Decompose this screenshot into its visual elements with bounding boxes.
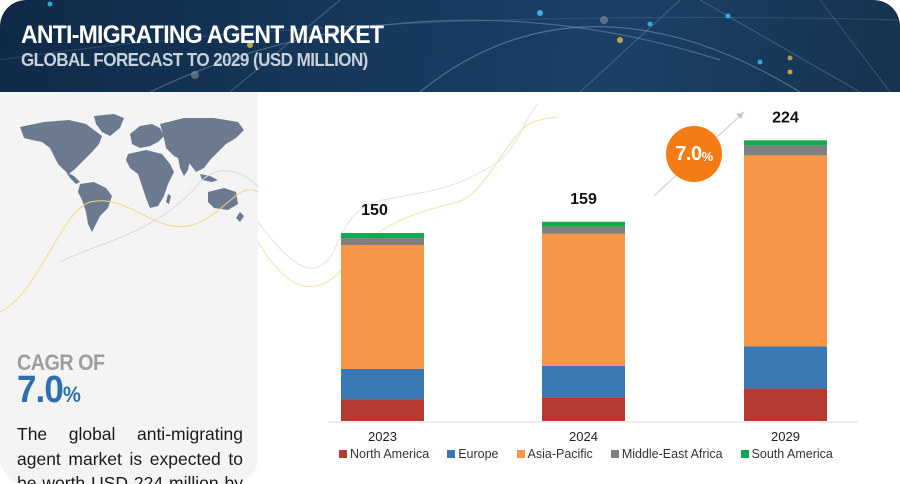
legend-label: Asia-Pacific	[527, 447, 593, 461]
bar-segment-asia-pacific-2023	[341, 244, 424, 370]
legend-swatch	[447, 450, 456, 458]
total-label-2024: 159	[570, 191, 597, 208]
decorative-curves	[0, 170, 258, 313]
x-tick-label-2029: 2029	[771, 429, 800, 444]
bar-segment-north-america-2023	[341, 399, 424, 421]
bar-segment-south-america-2024	[542, 221, 625, 227]
legend-label: Middle-East Africa	[621, 447, 723, 461]
world-map-icon	[20, 114, 244, 232]
legend-swatch	[516, 450, 525, 458]
cagr-percent-sign: %	[62, 382, 81, 407]
legend-item-asia-pacific: Asia-Pacific	[516, 447, 593, 461]
cagr-value: 7.0%	[17, 369, 81, 412]
legend-swatch	[339, 450, 347, 458]
bar-segment-asia-pacific-2024	[542, 233, 625, 366]
x-tick-label-2024: 2024	[569, 429, 598, 444]
header-banner: ANTI-MIGRATING AGENT MARKET GLOBAL FOREC…	[0, 0, 900, 92]
decorative-curve-gray	[258, 103, 539, 269]
total-label-2029: 224	[772, 109, 799, 126]
legend-label: South America	[751, 447, 833, 461]
market-description: The global anti-migrating agent market i…	[17, 424, 243, 484]
cagr-number: 7.0	[17, 369, 64, 411]
bar-segment-south-america-2023	[341, 233, 424, 239]
bar-segment-europe-2024	[542, 365, 625, 398]
legend-item-europe: Europe	[447, 447, 499, 461]
legend-swatch	[610, 450, 619, 458]
bar-segment-asia-pacific-2029	[744, 155, 827, 347]
legend-item-middle-east-africa: Middle-East Africa	[610, 447, 723, 461]
decorative-curve-gold	[258, 116, 559, 288]
growth-arrow-head	[736, 112, 744, 119]
total-label-2023: 150	[361, 202, 388, 219]
legend-item-north-america: North America	[339, 447, 429, 461]
bar-segment-middle-east-africa-2024	[542, 226, 625, 234]
legend-item-south-america: South America	[740, 447, 833, 461]
bar-segment-south-america-2029	[744, 140, 827, 146]
bar-segment-north-america-2024	[542, 397, 625, 421]
chart-area: 150 2023 159 2024 224 2029	[258, 92, 900, 484]
cagr-label: CAGR OF	[17, 350, 105, 375]
cagr-bubble: 7.0%	[666, 126, 722, 182]
page-title: ANTI-MIGRATING AGENT MARKET	[21, 21, 384, 49]
x-tick-label-2023: 2023	[368, 429, 397, 444]
bar-segment-middle-east-africa-2023	[341, 238, 424, 245]
cagr-bubble-percent-sign: %	[701, 149, 714, 164]
header-decoration	[0, 0, 900, 92]
stacked-bar-chart: 150 2023 159 2024 224 2029	[258, 103, 858, 444]
chart-legend: North America Europe Asia-Pacific Middle-Ea…	[339, 447, 851, 461]
legend-label: North America	[350, 447, 430, 461]
bar-segment-europe-2023	[341, 369, 424, 400]
bar-segment-middle-east-africa-2029	[744, 145, 827, 156]
bar-segment-north-america-2029	[744, 388, 827, 421]
cagr-bubble-number: 7.0	[675, 142, 702, 165]
summary-panel: CAGR OF 7.0% The global anti-migrating a…	[0, 92, 258, 484]
legend-swatch	[740, 450, 749, 458]
bar-segment-europe-2029	[744, 346, 827, 389]
legend-label: Europe	[458, 447, 499, 461]
page-subtitle: GLOBAL FORECAST TO 2029 (USD MILLION)	[21, 49, 368, 70]
